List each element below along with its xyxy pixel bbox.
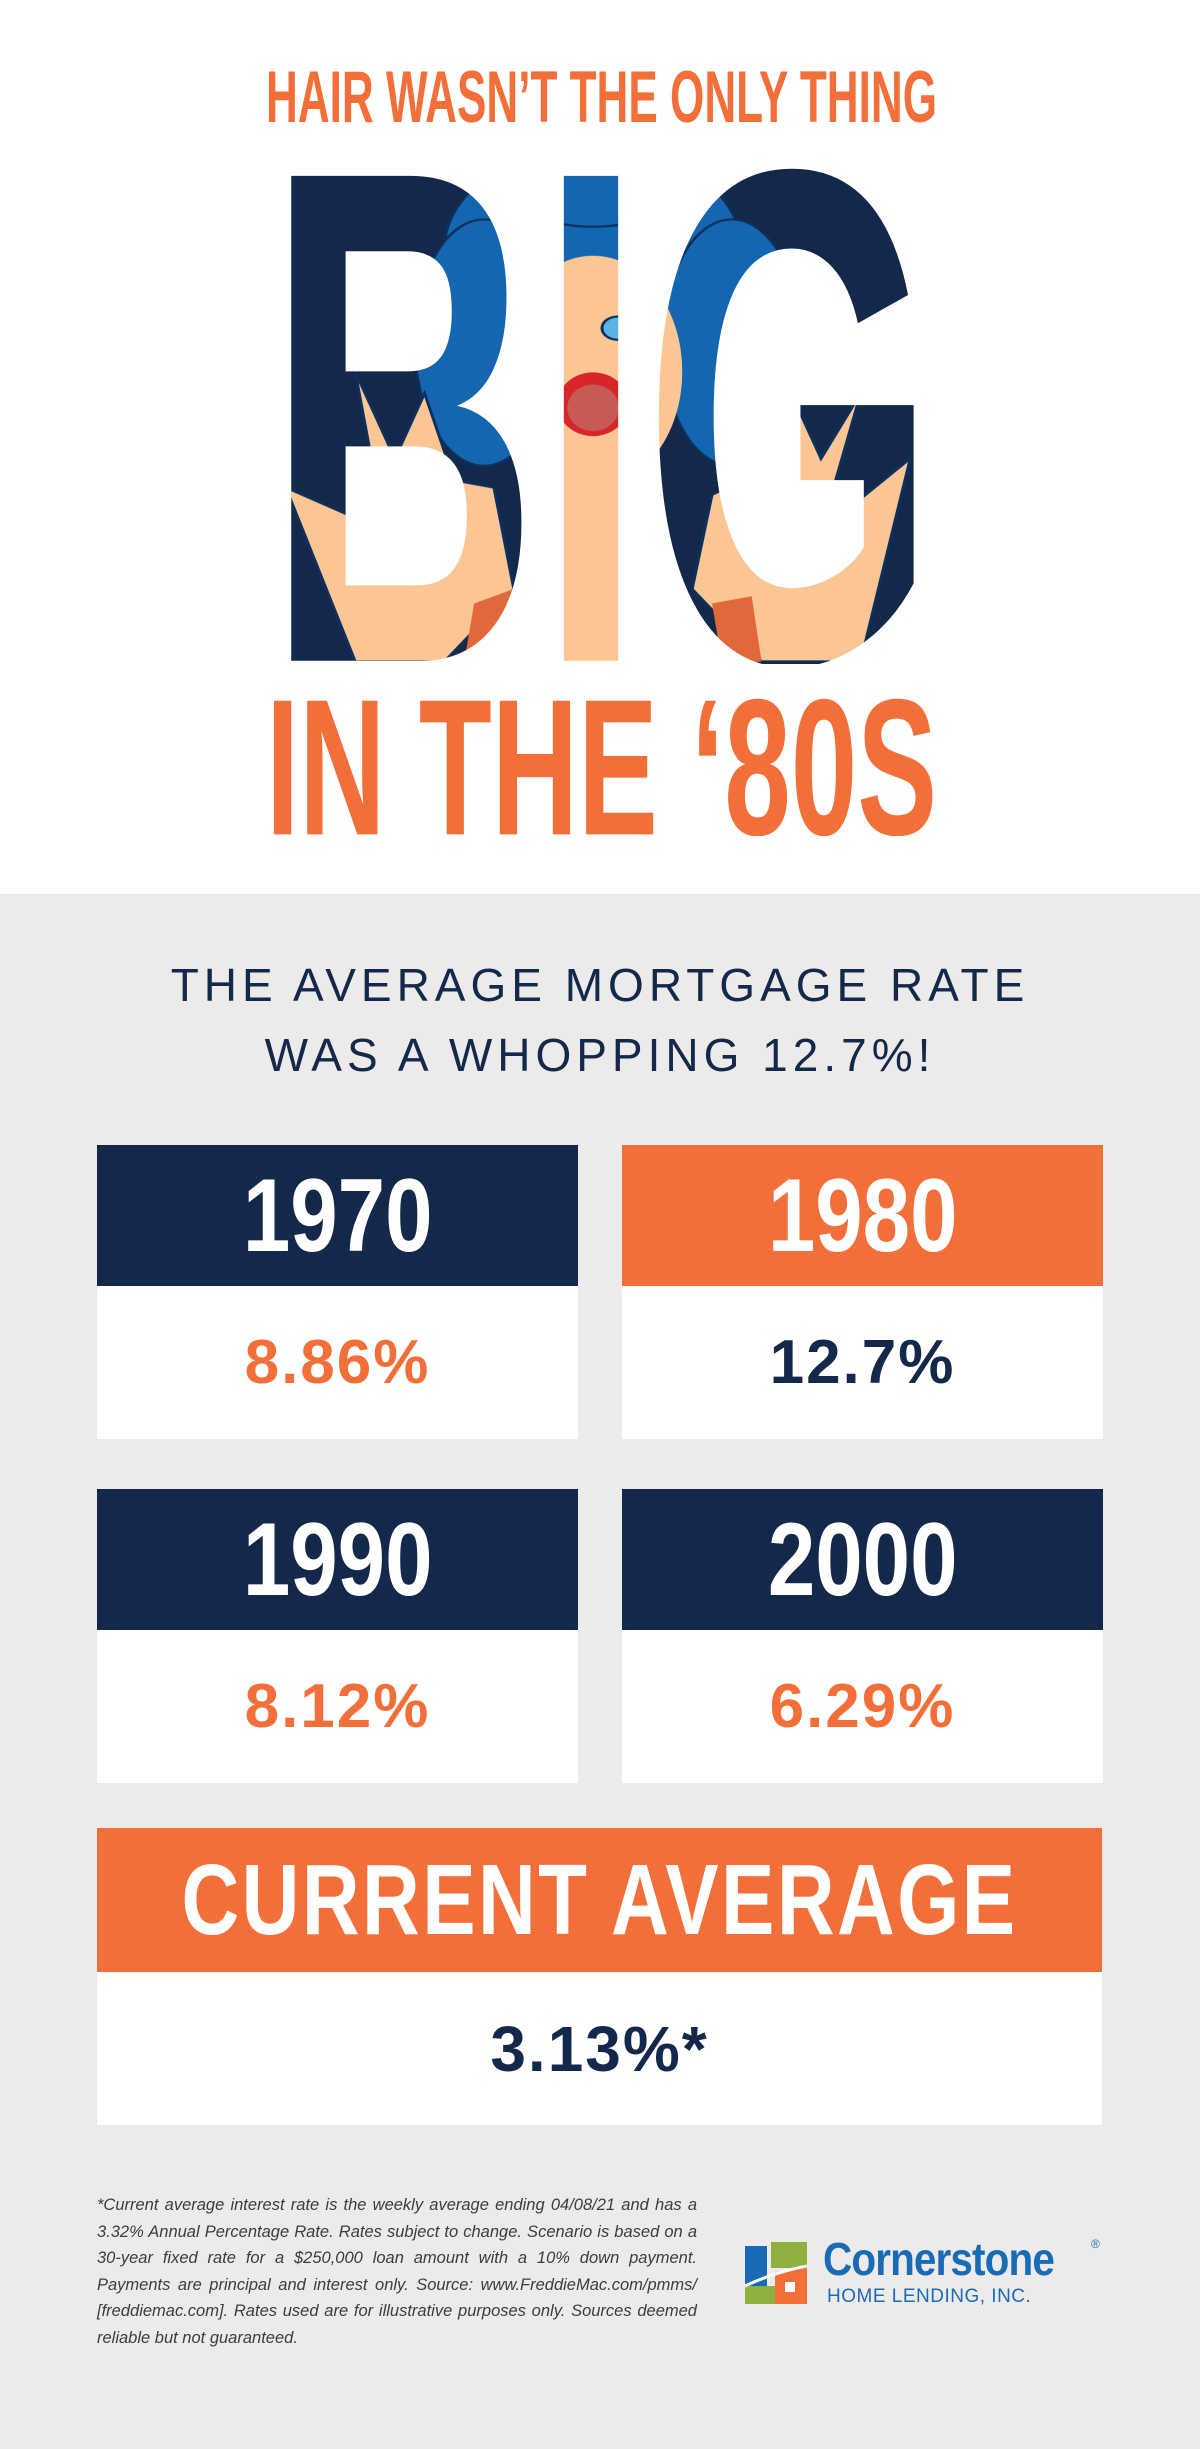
current-average-card: CURRENT AVERAGE 3.13%*	[97, 1828, 1102, 2125]
headline-line-1: THE AVERAGE MORTGAGE RATE	[170, 959, 1030, 1011]
rate-card-year: 1990	[97, 1489, 578, 1630]
rate-card-value: 8.12%	[97, 1630, 578, 1783]
registered-mark: ®	[1091, 2237, 1100, 2251]
big-word-text: BIG	[266, 152, 937, 664]
hero-tagline-text: IN THE ‘80S	[266, 695, 937, 836]
rate-card-value: 12.7%	[622, 1286, 1103, 1439]
hero-kicker: HAIR WASN’T THE ONLY THING	[266, 68, 937, 124]
rate-card-value: 6.29%	[622, 1630, 1103, 1783]
rate-card-1990: 1990 8.12%	[97, 1489, 578, 1783]
rate-card-year: 1970	[97, 1145, 578, 1286]
year-label: 1980	[767, 1157, 958, 1274]
headline: THE AVERAGE MORTGAGE RATE WAS A WHOPPING…	[0, 950, 1200, 1090]
year-label: 1970	[242, 1157, 433, 1274]
year-label: 2000	[767, 1501, 958, 1618]
big-word-illustration: BIG	[266, 152, 937, 664]
hero-section: HAIR WASN’T THE ONLY THING	[0, 0, 1200, 894]
logo-subtitle: HOME LENDING, INC.	[827, 2286, 1032, 2307]
hero-kicker-text: HAIR WASN’T THE ONLY THING	[266, 68, 937, 124]
current-average-label: CURRENT AVERAGE	[97, 1828, 1102, 1972]
logo-name: Cornerstone	[823, 2233, 1055, 2285]
rate-card-year: 2000	[622, 1489, 1103, 1630]
rate-card-year: 1980	[622, 1145, 1103, 1286]
rate-card-value: 8.86%	[97, 1286, 578, 1439]
rate-card-1970: 1970 8.86%	[97, 1145, 578, 1439]
hero-tagline: IN THE ‘80S	[266, 695, 937, 836]
current-average-label-text: CURRENT AVERAGE	[181, 1844, 1018, 1956]
disclaimer-footnote: *Current average interest rate is the we…	[97, 2196, 697, 2347]
cornerstone-logo: Cornerstone ® HOME LENDING, INC.	[745, 2233, 1105, 2314]
year-label: 1990	[242, 1501, 433, 1618]
headline-line-2: WAS A WHOPPING 12.7%!	[264, 1029, 936, 1081]
rate-card-2000: 2000 6.29%	[622, 1489, 1103, 1783]
rate-card-1980: 1980 12.7%	[622, 1145, 1103, 1439]
cornerstone-house-icon	[745, 2242, 807, 2304]
current-average-value: 3.13%*	[97, 1972, 1102, 2125]
